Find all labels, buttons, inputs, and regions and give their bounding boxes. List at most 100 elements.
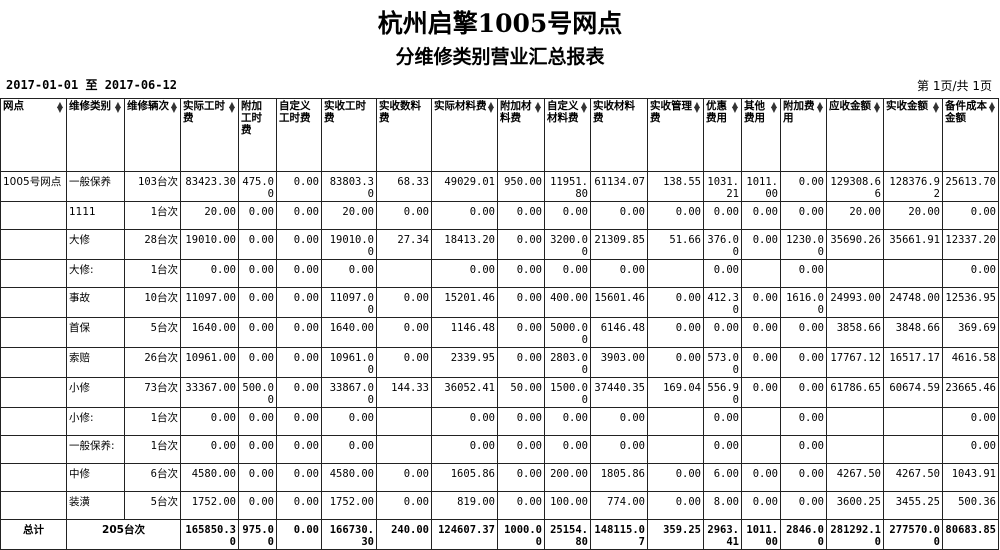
table-cell: 0.00	[238, 287, 277, 318]
column-header-label: 自定义材料费	[547, 100, 579, 124]
table-cell	[647, 259, 704, 288]
sort-icon[interactable]: ▲ ▼	[816, 100, 823, 114]
table-cell: 0.00	[238, 347, 277, 378]
table-cell: 20.00	[321, 201, 377, 230]
table-cell: 1台次	[124, 435, 181, 464]
table-cell: 1146.48	[431, 317, 498, 348]
table-cell: 0.00	[238, 259, 277, 288]
table-cell: 0.00	[238, 463, 277, 492]
table-cell: 500.36	[942, 491, 999, 520]
table-cell: 0.00	[741, 201, 781, 230]
table-cell: 0.00	[497, 491, 545, 520]
sort-icon[interactable]: ▲ ▼	[580, 100, 587, 114]
column-header[interactable]: 自定义材料费 ▲ ▼	[544, 98, 591, 172]
table-row: 1005号网点 一般保养 103台次 83423.30 475.00 0.00 83803.…	[0, 171, 999, 202]
table-cell: 中修	[66, 463, 125, 492]
table-cell: 0.00	[780, 463, 827, 492]
table-cell: 3200.00	[544, 229, 591, 260]
table-cell: 60674.59	[883, 377, 943, 408]
column-header-label: 实际工时费	[183, 100, 225, 124]
table-cell: 4267.50	[826, 463, 884, 492]
column-header-label: 自定义工时费	[279, 100, 311, 124]
table-cell: 0.00	[497, 201, 545, 230]
table-cell: 129308.66	[826, 171, 884, 202]
table-cell: 1805.86	[590, 463, 648, 492]
sort-icon[interactable]: ▲ ▼	[487, 100, 494, 114]
table-cell: 6台次	[124, 463, 181, 492]
table-cell: 0.00	[942, 407, 999, 436]
table-cell: 819.00	[431, 491, 498, 520]
sort-icon[interactable]: ▲ ▼	[114, 100, 121, 114]
report-subtitle: 分维修类别营业汇总报表	[395, 46, 605, 68]
column-header[interactable]: 实收金额 ▲ ▼	[883, 98, 943, 172]
column-header[interactable]: 附加费用 ▲ ▼	[780, 98, 827, 172]
table-cell: 0.00	[238, 491, 277, 520]
column-header[interactable]: 优惠费用 ▲ ▼	[703, 98, 742, 172]
table-cell: 6.00	[703, 463, 742, 492]
table-cell: 0.00	[780, 259, 827, 288]
sort-icon[interactable]: ▲ ▼	[731, 100, 738, 114]
table-cell: 0.00	[497, 435, 545, 464]
table-cell: 0.00	[321, 435, 377, 464]
sort-icon[interactable]: ▲ ▼	[770, 100, 777, 114]
sort-icon[interactable]: ▲ ▼	[56, 100, 63, 114]
table-cell	[883, 407, 943, 436]
table-cell: 0.00	[276, 317, 322, 348]
table-cell: 0.00	[321, 407, 377, 436]
table-cell: 83803.30	[321, 171, 377, 202]
table-cell: 18413.20	[431, 229, 498, 260]
sort-icon[interactable]: ▲ ▼	[873, 100, 880, 114]
column-header[interactable]: 实收管理费 ▲ ▼	[647, 98, 704, 172]
table-cell: 0.00	[238, 201, 277, 230]
totals-cell: 277570.00	[883, 519, 943, 550]
table-cell: 0.00	[741, 377, 781, 408]
table-cell: 49029.01	[431, 171, 498, 202]
column-header[interactable]: 应收金额 ▲ ▼	[826, 98, 884, 172]
column-header[interactable]: 实际工时费 ▲ ▼	[180, 98, 239, 172]
table-cell: 0.00	[238, 407, 277, 436]
table-cell: 376.00	[703, 229, 742, 260]
table-cell: 11097.00	[321, 287, 377, 318]
table-cell: 0.00	[276, 347, 322, 378]
date-range: 2017-01-01 至 2017-06-12	[6, 78, 177, 92]
table-cell	[647, 435, 704, 464]
sort-icon[interactable]: ▲ ▼	[988, 100, 995, 114]
sort-icon[interactable]: ▲ ▼	[228, 100, 235, 114]
column-header[interactable]: 其他费用 ▲ ▼	[741, 98, 781, 172]
sort-icon[interactable]: ▲ ▼	[693, 100, 700, 114]
column-header-label: 附加材料费	[500, 100, 532, 124]
table-cell: 0.00	[376, 317, 432, 348]
page-info: 第 1页/共 1页	[917, 79, 992, 93]
column-header[interactable]: 维修辆次 ▲ ▼	[124, 98, 181, 172]
column-header[interactable]: 维修类别 ▲ ▼	[66, 98, 125, 172]
table-cell: 1台次	[124, 201, 181, 230]
table-cell: 大修	[66, 229, 125, 260]
table-cell: 0.00	[703, 259, 742, 288]
sort-icon[interactable]: ▲ ▼	[170, 100, 177, 114]
table-cell: 24748.00	[883, 287, 943, 318]
table-cell	[826, 259, 884, 288]
table-cell: 0.00	[276, 229, 322, 260]
table-cell: 26台次	[124, 347, 181, 378]
totals-cell: 25154.80	[544, 519, 591, 550]
table-cell: 0.00	[431, 435, 498, 464]
table-cell: 0.00	[741, 491, 781, 520]
table-cell: 0.00	[647, 491, 704, 520]
column-header-label: 附加费用	[783, 100, 815, 124]
table-cell: 103台次	[124, 171, 181, 202]
table-cell: 0.00	[376, 463, 432, 492]
table-cell: 0.00	[276, 287, 322, 318]
table-cell: 0.00	[431, 201, 498, 230]
sort-icon[interactable]: ▲ ▼	[932, 100, 939, 114]
table-cell: 0.00	[497, 229, 545, 260]
column-header[interactable]: 网点 ▲ ▼	[0, 98, 67, 172]
column-header[interactable]: 附加材料费 ▲ ▼	[497, 98, 545, 172]
table-cell: 10961.00	[180, 347, 239, 378]
column-header[interactable]: 备件成本金额 ▲ ▼	[942, 98, 999, 172]
table-cell	[647, 407, 704, 436]
sort-icon[interactable]: ▲ ▼	[534, 100, 541, 114]
table-cell: 0.00	[647, 463, 704, 492]
totals-cell: 165850.30	[180, 519, 239, 550]
column-header[interactable]: 实际材料费 ▲ ▼	[431, 98, 498, 172]
table-cell: 12337.20	[942, 229, 999, 260]
